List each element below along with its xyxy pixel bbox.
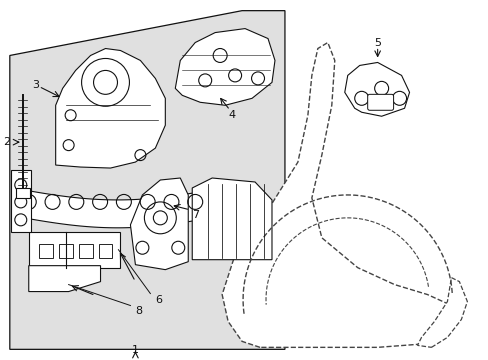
Polygon shape [192,178,271,260]
Text: 7: 7 [192,210,199,220]
Polygon shape [11,170,31,232]
Polygon shape [344,62,409,116]
FancyBboxPatch shape [16,188,30,198]
FancyBboxPatch shape [99,244,112,258]
Polygon shape [29,232,120,268]
Text: 8: 8 [135,306,142,316]
FancyBboxPatch shape [39,244,53,258]
Text: 4: 4 [228,110,235,120]
Polygon shape [130,178,188,270]
FancyBboxPatch shape [59,244,73,258]
Polygon shape [56,49,165,168]
FancyBboxPatch shape [367,94,393,110]
Polygon shape [175,28,274,105]
Polygon shape [417,278,467,347]
Polygon shape [222,42,453,347]
Polygon shape [29,266,101,292]
Text: 2: 2 [3,137,10,147]
Polygon shape [13,188,222,228]
FancyBboxPatch shape [79,244,92,258]
Text: 6: 6 [155,294,162,305]
Text: 1: 1 [132,345,139,355]
Text: 3: 3 [32,80,39,90]
Text: 5: 5 [373,37,380,48]
Polygon shape [10,11,285,349]
